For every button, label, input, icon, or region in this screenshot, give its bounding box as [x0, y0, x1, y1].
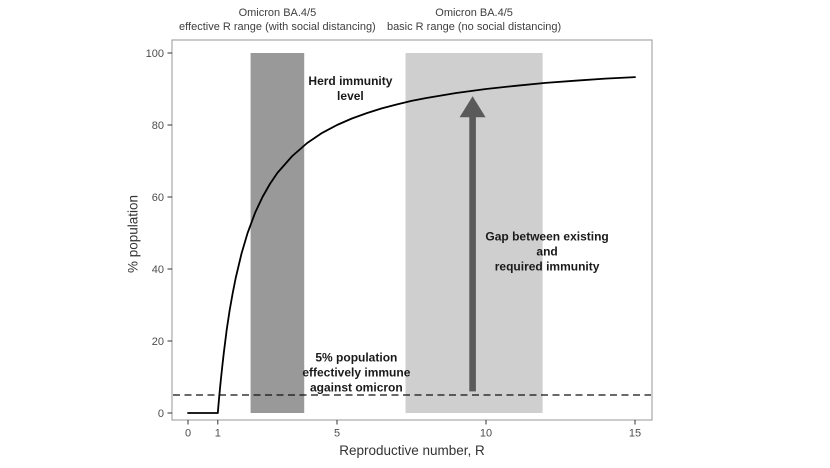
- annotation-immunity-gap: Gap between existing and required immuni…: [485, 229, 609, 274]
- y-tick-label: 80: [152, 120, 164, 132]
- band-title-line2: effective R range (with social distancin…: [179, 21, 376, 33]
- x-axis-title: Reproductive number, R: [339, 443, 485, 458]
- band-title-line1: Omicron BA.4/5: [435, 7, 513, 19]
- band-title-basic-r-range: Omicron BA.4/5 basic R range (no social …: [387, 6, 561, 34]
- y-tick-label: 100: [146, 48, 164, 60]
- gap-arrow-shaft: [469, 114, 476, 392]
- x-tick-label: 1: [215, 428, 221, 440]
- y-axis-title: % population: [125, 194, 141, 274]
- band-effective-r-range: [250, 53, 305, 413]
- band-title-line2: basic R range (no social distancing): [386, 21, 562, 33]
- annotation-herd-immunity-level: Herd immunity level: [308, 74, 393, 103]
- y-tick-label: 20: [152, 336, 164, 348]
- y-tick-label: 60: [152, 192, 164, 204]
- x-tick-label: 10: [480, 428, 492, 440]
- x-tick-label: 5: [334, 428, 340, 440]
- panel-border: [171, 39, 653, 421]
- x-tick-label: 0: [185, 428, 191, 440]
- y-tick-label: 40: [152, 264, 164, 276]
- herd-immunity-curve: [187, 76, 636, 414]
- annotation-existing-immunity: 5% population effectively immune against…: [302, 350, 411, 395]
- y-tick-label: 0: [158, 408, 164, 420]
- x-tick-label: 15: [629, 428, 641, 440]
- band-title-effective-r-range: Omicron BA.4/5 effective R range (with s…: [179, 6, 376, 34]
- band-title-line1: Omicron BA.4/5: [238, 7, 317, 19]
- gap-arrow-head: [459, 96, 486, 118]
